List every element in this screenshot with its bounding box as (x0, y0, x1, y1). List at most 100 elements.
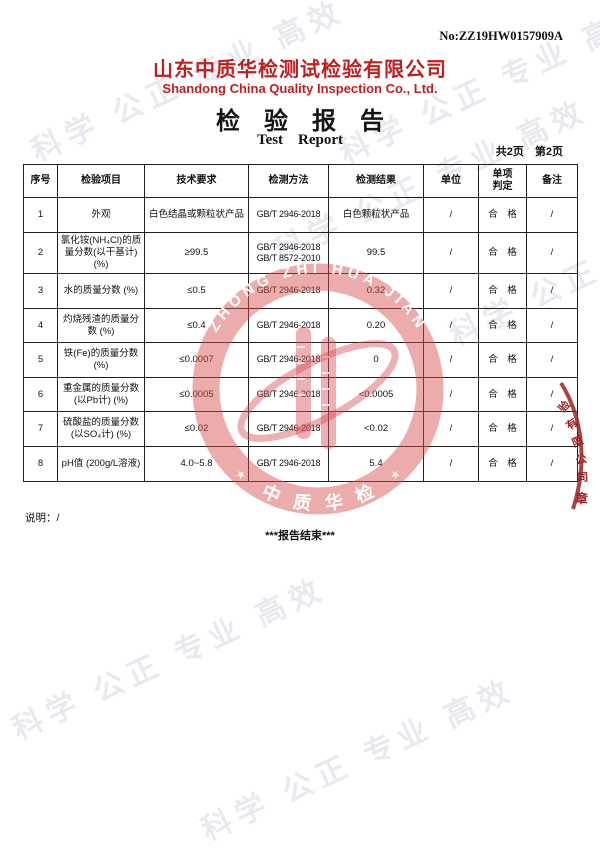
stamp-cn-char: 中 (259, 480, 284, 507)
method-line: GB/T 2946-2018 (256, 319, 321, 330)
cell-methods: GB/T 2946-2018 (248, 342, 329, 378)
cell-item: pH值 (200g/L溶液) (57, 446, 145, 482)
report-title-en: Test Report (256, 132, 344, 148)
cell-judgment: 合 格 (478, 308, 527, 343)
note-line: 说明：/ (25, 512, 60, 524)
table-row: 2 氯化铵(NH₄Cl)的质量分数(以干基计)(%) ≥99.5 GB/T 2946-… (23, 232, 578, 274)
table-row: 3 水的质量分数 (%) ≤0.5 GB/T 2946-2018 0.32/合 格 / (23, 273, 578, 309)
cell-no: 1 (23, 197, 58, 233)
column-header: 单项 判定 (478, 164, 527, 198)
column-header: 单位 (423, 164, 479, 198)
cell-remark: / (526, 377, 578, 412)
table-row: 4 灼烧残渣的质量分数 (%) ≤0.4 GB/T 2946-2018 0.20/合 格… (23, 308, 578, 343)
background-watermark: 科学 公正 专业 高效 (196, 672, 521, 848)
cell-judgment: 合 格 (478, 197, 527, 233)
cell-no: 7 (23, 411, 58, 447)
table-header-row: 序号 检验项目 技术要求 检测方法 检测结果 单位 单项 判定 备注 (23, 164, 578, 198)
cell-no: 3 (23, 273, 58, 309)
method-line: GB/T 2946-2018 (256, 241, 321, 252)
cell-result: 5.4 (328, 446, 424, 482)
cell-unit: / (423, 377, 479, 412)
cell-remark: / (526, 446, 578, 482)
cell-remark: / (526, 273, 578, 309)
company-name-en: Shandong China Quality Inspection Co., L… (162, 81, 438, 96)
cell-methods: GB/T 2946-2018 (248, 308, 329, 343)
cell-methods: GB/T 2946-2018 (248, 377, 329, 412)
cell-no: 4 (23, 308, 58, 343)
cell-item: 灼烧残渣的质量分数 (%) (57, 308, 145, 343)
cell-judgment: 合 格 (478, 377, 527, 412)
cell-remark: / (526, 342, 578, 378)
cell-unit: / (423, 197, 479, 233)
cell-remark: / (526, 308, 578, 343)
cell-methods: GB/T 2946-2018 (248, 197, 329, 233)
cell-methods: GB/T 2946-2018 (248, 411, 329, 447)
cell-item: 硫酸盐的质量分数(以SO₄计) (%) (57, 411, 145, 447)
cell-item: 氯化铵(NH₄Cl)的质量分数(以干基计)(%) (57, 232, 145, 274)
cell-requirement: ≥99.5 (144, 232, 249, 274)
stamp-cn-char: 检 (352, 480, 377, 507)
edge-stamp-seal-char: 章 (574, 490, 589, 506)
test-results-table: 序号 检验项目 技术要求 检测方法 检测结果 单位 单项 判定 备注 1 外观 白色结晶或颗粒状产… (23, 164, 578, 482)
cell-judgment: 合 格 (478, 273, 527, 309)
cell-judgment: 合 格 (478, 342, 527, 378)
cell-unit: / (423, 273, 479, 309)
method-line: GB/T 2946-2018 (256, 354, 321, 365)
cell-unit: / (423, 446, 479, 482)
cell-requirement: 4.0~5.8 (144, 446, 249, 482)
table-row: 1 外观 白色结晶或颗粒状产品 GB/T 2946-2018 白色颗粒状产品 / 合 格 / (23, 197, 578, 233)
cell-item: 重金属的质量分数(以Pb计) (%) (57, 377, 145, 412)
cell-unit: / (423, 308, 479, 343)
cell-remark: / (526, 232, 578, 274)
cell-methods: GB/T 2946-2018 (248, 273, 329, 309)
cell-judgment: 合 格 (478, 446, 527, 482)
cell-judgment: 合 格 (478, 411, 527, 447)
table-row: 5 铁(Fe)的质量分数 (%) ≤0.0007 GB/T 2946-2018 0/合 … (23, 342, 578, 378)
method-line: GB/T 2946-2018 (256, 458, 321, 469)
column-header: 技术要求 (144, 164, 249, 198)
cell-item: 水的质量分数 (%) (57, 273, 145, 309)
method-line: GB/T 2946-2018 (256, 423, 321, 434)
cell-requirement: ≤0.5 (144, 273, 249, 309)
cell-requirement: ≤0.0005 (144, 377, 249, 412)
cell-result: 0 (328, 342, 424, 378)
stamp-cn-char: 质 (292, 492, 313, 514)
table-row: 8 pH值 (200g/L溶液) 4.0~5.8 GB/T 2946-2018 5.4/… (23, 446, 578, 482)
column-header: 检验项目 (57, 164, 145, 198)
method-line: GB/T 2946-2018 (256, 388, 321, 399)
cell-result: <0.0005 (328, 377, 424, 412)
column-header: 序号 (23, 164, 58, 198)
cell-remark: / (526, 197, 578, 233)
cell-requirement: 白色结晶或颗粒状产品 (144, 197, 249, 233)
cell-no: 5 (23, 342, 58, 378)
cell-unit: / (423, 232, 479, 274)
background-watermark: 科学 公正 专业 高效 (7, 571, 332, 747)
cell-methods: GB/T 2946-2018 GB/T 8572-2010 (248, 232, 329, 274)
cell-judgment: 合 格 (478, 232, 527, 274)
cell-requirement: ≤0.4 (144, 308, 249, 343)
cell-result: 白色颗粒状产品 (328, 197, 424, 233)
cell-result: <0.02 (328, 411, 424, 447)
cell-no: 8 (23, 446, 58, 482)
cell-item: 外观 (57, 197, 145, 233)
cell-item: 铁(Fe)的质量分数 (%) (57, 342, 145, 378)
page-info: 共2页 第2页 (495, 146, 563, 158)
cell-requirement: ≤0.0007 (144, 342, 249, 378)
company-name-cn: 山东中质华检测试检验有限公司 (153, 59, 447, 81)
column-header: 检测结果 (328, 164, 424, 198)
table-row: 6 重金属的质量分数(以Pb计) (%) ≤0.0005 GB/T 2946-2018… (23, 377, 578, 412)
column-header: 检测方法 (248, 164, 329, 198)
cell-remark: / (526, 411, 578, 447)
method-line: GB/T 8572-2010 (256, 253, 321, 263)
edge-stamp-char: 司 (577, 471, 589, 485)
cell-unit: / (423, 342, 479, 378)
cell-unit: / (423, 411, 479, 447)
cell-result: 99.5 (328, 232, 424, 274)
table-row: 7 硫酸盐的质量分数(以SO₄计) (%) ≤0.02 GB/T 2946-2018 <… (23, 411, 578, 447)
cell-no: 6 (23, 377, 58, 412)
cell-requirement: ≤0.02 (144, 411, 249, 447)
column-header: 备注 (526, 164, 578, 198)
cell-methods: GB/T 2946-2018 (248, 446, 329, 482)
stamp-cn-char: 华 (323, 491, 344, 514)
